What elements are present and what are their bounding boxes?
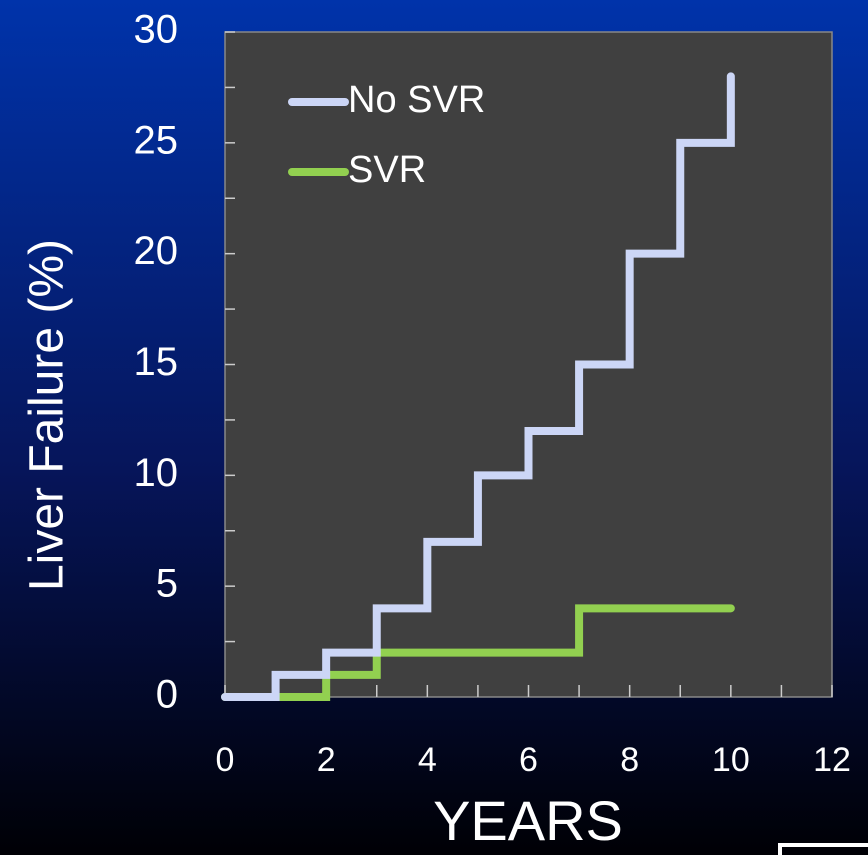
x-tick-label: 0	[216, 741, 235, 779]
x-tick-label: 2	[317, 741, 336, 779]
plot-area	[224, 31, 833, 698]
y-tick-label: 30	[134, 8, 179, 52]
x-tick-label: 8	[620, 741, 639, 779]
x-tick-label: 12	[813, 741, 851, 779]
y-tick-label: 10	[134, 451, 179, 495]
y-tick-label: 5	[156, 562, 178, 606]
legend-label: No SVR	[348, 79, 485, 121]
y-tick-label: 15	[134, 340, 179, 384]
y-tick-label: 20	[134, 229, 179, 273]
step-line	[221, 72, 735, 701]
x-tick-label: 10	[712, 741, 750, 779]
x-tick-label: 4	[418, 741, 437, 779]
x-axis-label: YEARS	[433, 789, 623, 852]
y-tick-label: 0	[156, 673, 178, 717]
legend-label: SVR	[348, 149, 426, 191]
y-tick-label: 25	[134, 118, 179, 162]
x-tick-label: 6	[519, 741, 538, 779]
step-line	[221, 604, 735, 701]
decoration	[778, 843, 868, 855]
y-axis-label: Liver Failure (%)	[21, 239, 74, 591]
